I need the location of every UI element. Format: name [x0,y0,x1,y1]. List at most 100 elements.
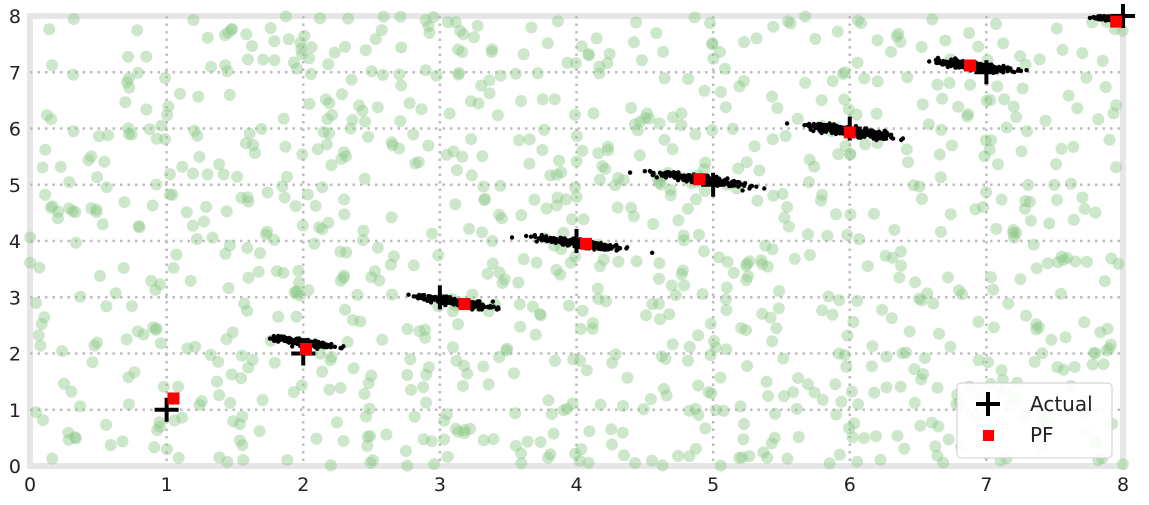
initial-particle [325,350,338,363]
initial-particle [826,75,839,88]
initial-particle [567,353,580,366]
particle [952,61,957,66]
initial-particle [740,156,753,169]
initial-particle [365,271,378,284]
initial-particle [733,451,746,464]
initial-particle [339,40,351,53]
initial-particle [132,66,144,79]
initial-particle [901,71,914,84]
initial-particle [449,198,462,211]
particle [650,172,655,178]
initial-particle [221,455,234,468]
initial-particle [509,439,522,452]
initial-particle [463,222,476,235]
initial-particle [838,349,851,362]
initial-particle [675,268,688,281]
initial-particle [844,148,857,161]
initial-particle [46,200,59,213]
initial-particle [582,49,595,62]
initial-particle [311,143,324,156]
initial-particle [211,375,223,388]
initial-particle [870,107,883,120]
initial-particle [91,336,104,349]
initial-particle [900,346,913,359]
initial-particle [1043,217,1056,230]
initial-particle [865,360,878,373]
initial-particle [452,43,464,56]
particle [668,173,673,178]
initial-particle [132,220,145,233]
initial-particle [118,196,131,209]
initial-particle [394,10,407,23]
initial-particle [338,208,351,221]
initial-particle [304,68,317,80]
particle [447,300,453,305]
initial-particle [33,261,46,274]
x-axis-ticks: 0 1 2 3 4 5 6 7 8 [24,474,1129,496]
initial-particle [742,270,755,283]
initial-particle [586,322,599,335]
initial-particle [38,311,51,324]
initial-particle [458,359,471,372]
particle [705,178,710,184]
initial-particle [288,286,301,299]
initial-particle [688,11,701,24]
initial-particle [365,369,378,382]
initial-particle [1061,251,1074,264]
initial-particle [779,130,792,142]
initial-particle [1000,121,1013,134]
initial-particle [666,338,679,351]
initial-particle [553,154,566,167]
initial-particle [915,192,928,205]
initial-particle [493,208,506,221]
initial-particle [542,394,555,407]
x-tick-label: 6 [844,474,856,496]
initial-particle [345,73,358,86]
initial-particle [750,32,763,45]
particle [627,170,633,175]
initial-particle [39,188,52,201]
initial-particle [544,169,557,182]
initial-particle [601,57,614,69]
initial-particle [852,398,865,411]
initial-particle [826,308,839,321]
initial-particle [205,60,218,73]
initial-particle [186,167,199,180]
initial-particle [235,372,248,385]
initial-particle [998,93,1011,106]
particle [476,304,481,310]
initial-particle [840,360,853,373]
initial-particle [769,407,781,420]
initial-particle [605,438,618,451]
initial-particle [192,90,205,103]
particle [935,60,940,66]
initial-particle [231,170,244,183]
initial-particle [689,442,702,455]
initial-particle [847,316,860,328]
initial-particle [652,297,665,310]
initial-particle [921,287,934,300]
initial-particle [150,178,163,191]
initial-particle [225,368,238,381]
initial-particle [647,218,660,230]
initial-particle [536,93,549,106]
initial-particle [464,95,477,108]
initial-particle [237,454,250,466]
initial-particle [351,288,364,301]
initial-particle [117,262,130,274]
initial-particle [399,445,412,457]
initial-particle [359,115,371,128]
initial-particle [236,410,249,423]
initial-particle [1041,257,1054,270]
initial-particle [898,442,911,455]
initial-particle [714,45,726,58]
initial-particle [727,266,740,279]
initial-particle [430,69,443,82]
initial-particle [592,293,605,305]
initial-particle [485,45,498,58]
initial-particle [150,322,163,335]
initial-particle [1016,82,1029,95]
initial-particle [222,26,234,39]
initial-particle [926,13,939,26]
